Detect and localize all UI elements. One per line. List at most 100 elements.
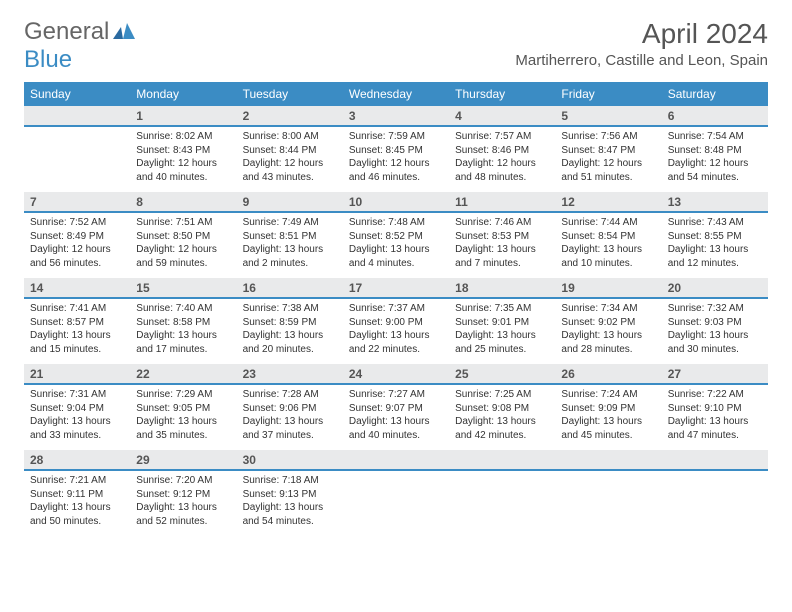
daylight-text: Daylight: 12 hours and 46 minutes.	[349, 157, 443, 184]
logo-text: General Blue	[24, 18, 135, 74]
daylight-text: Daylight: 13 hours and 17 minutes.	[136, 329, 230, 356]
day-cell: Sunrise: 7:28 AMSunset: 9:06 PMDaylight:…	[237, 385, 343, 450]
sunset-text: Sunset: 8:43 PM	[136, 144, 230, 158]
day-number: 22	[130, 364, 236, 385]
daylight-text: Daylight: 13 hours and 22 minutes.	[349, 329, 443, 356]
sunset-text: Sunset: 9:13 PM	[243, 488, 337, 502]
day-number	[449, 450, 555, 471]
daylight-text: Daylight: 12 hours and 43 minutes.	[243, 157, 337, 184]
day-cell: Sunrise: 7:49 AMSunset: 8:51 PMDaylight:…	[237, 213, 343, 278]
day-cell: Sunrise: 7:37 AMSunset: 9:00 PMDaylight:…	[343, 299, 449, 364]
sunset-text: Sunset: 8:55 PM	[668, 230, 762, 244]
day-cell: Sunrise: 7:18 AMSunset: 9:13 PMDaylight:…	[237, 471, 343, 536]
dow-thursday: Thursday	[449, 82, 555, 106]
daylight-text: Daylight: 12 hours and 54 minutes.	[668, 157, 762, 184]
sunset-text: Sunset: 9:00 PM	[349, 316, 443, 330]
sunset-text: Sunset: 9:11 PM	[30, 488, 124, 502]
sunrise-text: Sunrise: 7:51 AM	[136, 216, 230, 230]
daylight-text: Daylight: 13 hours and 50 minutes.	[30, 501, 124, 528]
sunset-text: Sunset: 8:52 PM	[349, 230, 443, 244]
title-block: April 2024 Martiherrero, Castille and Le…	[515, 18, 768, 69]
sunset-text: Sunset: 8:47 PM	[561, 144, 655, 158]
day-cell: Sunrise: 7:25 AMSunset: 9:08 PMDaylight:…	[449, 385, 555, 450]
day-number	[555, 450, 661, 471]
week-content-row: Sunrise: 8:02 AMSunset: 8:43 PMDaylight:…	[24, 127, 768, 192]
week-content-row: Sunrise: 7:52 AMSunset: 8:49 PMDaylight:…	[24, 213, 768, 278]
day-number: 29	[130, 450, 236, 471]
day-number: 14	[24, 278, 130, 299]
week-daynum-row: 123456	[24, 106, 768, 127]
day-number	[662, 450, 768, 471]
day-number: 15	[130, 278, 236, 299]
sunrise-text: Sunrise: 7:54 AM	[668, 130, 762, 144]
sunrise-text: Sunrise: 7:38 AM	[243, 302, 337, 316]
day-cell	[449, 471, 555, 536]
day-number: 5	[555, 106, 661, 127]
day-number: 16	[237, 278, 343, 299]
sunset-text: Sunset: 9:12 PM	[136, 488, 230, 502]
day-number: 10	[343, 192, 449, 213]
day-number: 18	[449, 278, 555, 299]
day-cell: Sunrise: 7:27 AMSunset: 9:07 PMDaylight:…	[343, 385, 449, 450]
daylight-text: Daylight: 13 hours and 33 minutes.	[30, 415, 124, 442]
sunrise-text: Sunrise: 7:34 AM	[561, 302, 655, 316]
day-cell: Sunrise: 7:48 AMSunset: 8:52 PMDaylight:…	[343, 213, 449, 278]
sunset-text: Sunset: 9:10 PM	[668, 402, 762, 416]
day-number: 9	[237, 192, 343, 213]
dow-wednesday: Wednesday	[343, 82, 449, 106]
day-number: 2	[237, 106, 343, 127]
day-number: 7	[24, 192, 130, 213]
daylight-text: Daylight: 12 hours and 40 minutes.	[136, 157, 230, 184]
sunrise-text: Sunrise: 7:18 AM	[243, 474, 337, 488]
daylight-text: Daylight: 13 hours and 47 minutes.	[668, 415, 762, 442]
week-daynum-row: 282930	[24, 450, 768, 471]
dow-monday: Monday	[130, 82, 236, 106]
dow-friday: Friday	[555, 82, 661, 106]
day-cell: Sunrise: 7:43 AMSunset: 8:55 PMDaylight:…	[662, 213, 768, 278]
sunrise-text: Sunrise: 7:56 AM	[561, 130, 655, 144]
daylight-text: Daylight: 13 hours and 28 minutes.	[561, 329, 655, 356]
week-daynum-row: 78910111213	[24, 192, 768, 213]
daylight-text: Daylight: 13 hours and 45 minutes.	[561, 415, 655, 442]
daylight-text: Daylight: 13 hours and 4 minutes.	[349, 243, 443, 270]
week-content-row: Sunrise: 7:21 AMSunset: 9:11 PMDaylight:…	[24, 471, 768, 536]
sunset-text: Sunset: 8:48 PM	[668, 144, 762, 158]
week-content-row: Sunrise: 7:41 AMSunset: 8:57 PMDaylight:…	[24, 299, 768, 364]
sunset-text: Sunset: 8:49 PM	[30, 230, 124, 244]
daylight-text: Daylight: 13 hours and 40 minutes.	[349, 415, 443, 442]
sunset-text: Sunset: 8:46 PM	[455, 144, 549, 158]
day-cell: Sunrise: 7:54 AMSunset: 8:48 PMDaylight:…	[662, 127, 768, 192]
day-cell: Sunrise: 7:38 AMSunset: 8:59 PMDaylight:…	[237, 299, 343, 364]
day-number	[24, 106, 130, 127]
logo-line2: Blue	[24, 46, 72, 73]
sunrise-text: Sunrise: 7:40 AM	[136, 302, 230, 316]
sunset-text: Sunset: 9:01 PM	[455, 316, 549, 330]
dow-sunday: Sunday	[24, 82, 130, 106]
day-cell: Sunrise: 7:44 AMSunset: 8:54 PMDaylight:…	[555, 213, 661, 278]
day-cell: Sunrise: 7:31 AMSunset: 9:04 PMDaylight:…	[24, 385, 130, 450]
day-cell: Sunrise: 7:52 AMSunset: 8:49 PMDaylight:…	[24, 213, 130, 278]
week-content-row: Sunrise: 7:31 AMSunset: 9:04 PMDaylight:…	[24, 385, 768, 450]
day-number	[343, 450, 449, 471]
week-daynum-row: 21222324252627	[24, 364, 768, 385]
day-cell	[24, 127, 130, 192]
day-number: 8	[130, 192, 236, 213]
day-cell	[555, 471, 661, 536]
sunrise-text: Sunrise: 7:29 AM	[136, 388, 230, 402]
daylight-text: Daylight: 13 hours and 12 minutes.	[668, 243, 762, 270]
sunrise-text: Sunrise: 7:35 AM	[455, 302, 549, 316]
week-daynum-row: 14151617181920	[24, 278, 768, 299]
sunrise-text: Sunrise: 7:59 AM	[349, 130, 443, 144]
dow-tuesday: Tuesday	[237, 82, 343, 106]
daylight-text: Daylight: 13 hours and 20 minutes.	[243, 329, 337, 356]
sunset-text: Sunset: 9:02 PM	[561, 316, 655, 330]
daylight-text: Daylight: 13 hours and 2 minutes.	[243, 243, 337, 270]
sunset-text: Sunset: 8:44 PM	[243, 144, 337, 158]
daylight-text: Daylight: 13 hours and 54 minutes.	[243, 501, 337, 528]
sunrise-text: Sunrise: 7:27 AM	[349, 388, 443, 402]
day-number: 21	[24, 364, 130, 385]
sunset-text: Sunset: 8:58 PM	[136, 316, 230, 330]
day-number: 26	[555, 364, 661, 385]
day-number: 1	[130, 106, 236, 127]
day-cell: Sunrise: 7:29 AMSunset: 9:05 PMDaylight:…	[130, 385, 236, 450]
